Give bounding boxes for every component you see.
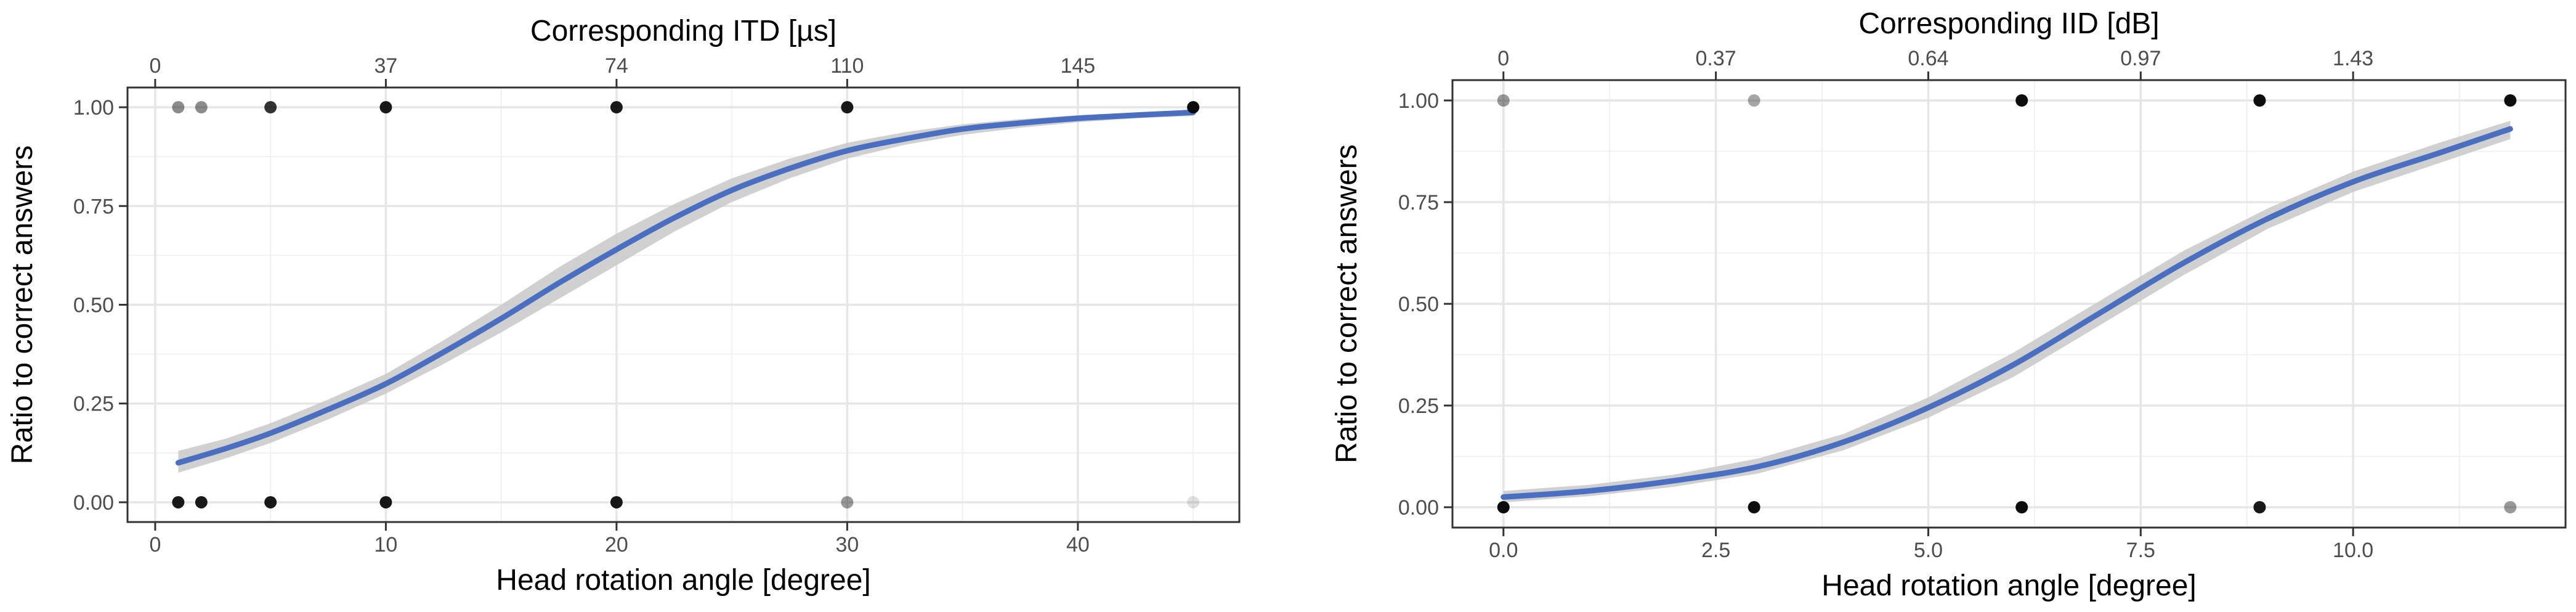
top-tick-label: 0 (149, 54, 161, 78)
data-point (195, 101, 208, 114)
data-point (1497, 501, 1510, 513)
y-tick-label: 1.00 (1398, 89, 1439, 113)
data-point (1187, 496, 1200, 508)
y-tick-label: 0.50 (73, 294, 114, 317)
top-tick-label: 0.97 (2120, 47, 2161, 70)
y-tick-label: 1.00 (73, 96, 114, 120)
y-axis-title: Ratio to correct answers (1331, 144, 1363, 463)
chart-panel-1: 0 10 20 30 40 0 37 74 110 145 0.00 0.25 0.50 0.75 1.00… (6, 15, 1241, 597)
data-point (379, 101, 392, 114)
data-point (379, 496, 392, 508)
x-tick-label: 10.0 (2333, 539, 2373, 562)
y-tick-label: 0.75 (1398, 191, 1439, 214)
y-tick-label: 0.50 (1398, 293, 1439, 316)
data-points (172, 101, 1200, 508)
data-point (2015, 501, 2028, 513)
top-tick-label: 110 (830, 54, 864, 78)
data-point (2015, 94, 2028, 107)
x-tick-label: 7.5 (2126, 539, 2155, 562)
top-tick-label: 74 (605, 54, 628, 78)
data-point (172, 496, 185, 508)
top-tick-label: 37 (375, 54, 398, 78)
data-point (1187, 101, 1200, 114)
top-tick-label: 0.37 (1696, 47, 1736, 70)
x-axis-title: Head rotation angle [degree] (1821, 569, 2196, 602)
top-tick-label: 0.64 (1908, 47, 1948, 70)
top-tick-label: 0 (1497, 47, 1509, 70)
data-point (264, 101, 277, 114)
data-point (841, 496, 854, 508)
x-axis-title: Head rotation angle [degree] (496, 564, 870, 597)
data-points (1497, 94, 2517, 513)
fit-curve (175, 109, 1196, 466)
data-point (610, 496, 623, 508)
x-tick-label: 10 (375, 533, 398, 557)
data-point (2504, 94, 2517, 107)
y-tick-label: 0.25 (73, 393, 114, 416)
data-point (1748, 94, 1760, 107)
fit-curve (1501, 126, 2513, 500)
grid (128, 88, 1239, 522)
y-axis-title: Ratio to correct answers (6, 145, 39, 465)
x-tick-label: 0.0 (1489, 539, 1518, 562)
data-point (2253, 94, 2266, 107)
y-tick-label: 0.00 (73, 491, 114, 515)
data-point (195, 496, 208, 508)
x-tick-label: 2.5 (1701, 539, 1730, 562)
top-axis-title: Corresponding IID [dB] (1858, 7, 2159, 40)
data-point (841, 101, 854, 114)
data-point (2504, 501, 2517, 513)
data-point (1748, 501, 1760, 513)
x-tick-label: 5.0 (1914, 539, 1943, 562)
data-point (2253, 501, 2266, 513)
x-tick-label: 20 (605, 533, 628, 557)
data-point (264, 496, 277, 508)
data-point (1497, 94, 1510, 107)
y-tick-label: 0.25 (1398, 394, 1439, 418)
top-axis-title: Corresponding ITD [µs] (530, 15, 836, 47)
chart-panel-2: 0.0 2.5 5.0 7.5 10.0 0 0.37 0.64 0.97 1.43 0.00 0.2… (1331, 7, 2567, 602)
confidence-band (1503, 121, 2511, 503)
top-tick-label: 1.43 (2333, 47, 2373, 70)
data-point (172, 101, 185, 114)
x-tick-label: 30 (835, 533, 859, 557)
confidence-band (178, 110, 1194, 473)
y-tick-label: 0.75 (73, 195, 114, 218)
y-tick-label: 0.00 (1398, 496, 1439, 520)
data-point (610, 101, 623, 114)
top-tick-label: 145 (1060, 54, 1095, 78)
x-tick-label: 0 (149, 533, 161, 557)
x-tick-label: 40 (1066, 533, 1090, 557)
